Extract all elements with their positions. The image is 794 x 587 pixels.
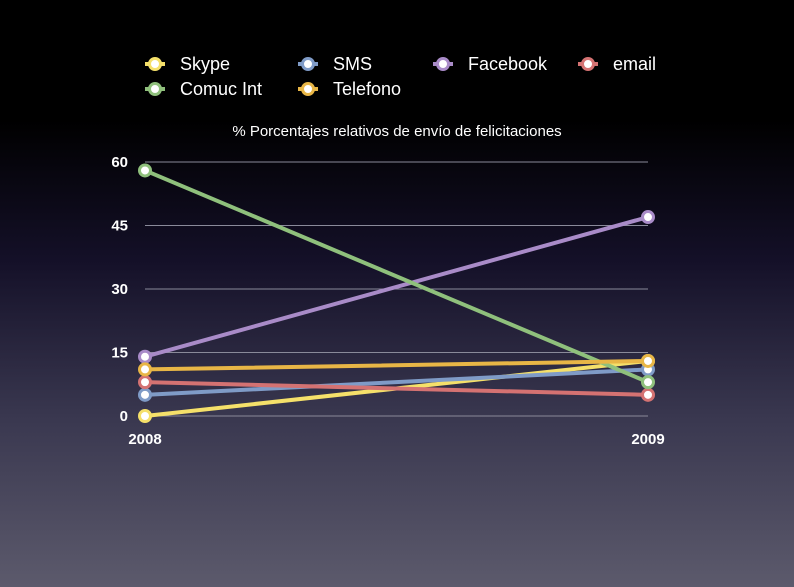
series: [138, 375, 655, 402]
legend-swatch-marker: [301, 82, 315, 96]
legend-swatch-marker: [148, 57, 162, 71]
series-group: [138, 163, 655, 423]
data-point: [641, 210, 655, 225]
legend-swatch-marker: [301, 57, 315, 71]
legend: Skype SMS Facebook email Comuc Int Telefono: [145, 54, 656, 99]
y-axis: 0 15 30 45 60: [111, 154, 128, 425]
legend-swatch-marker: [436, 57, 450, 71]
chart-title: % Porcentajes relativos de envío de feli…: [232, 123, 561, 140]
y-tick-label: 60: [111, 154, 128, 171]
data-point: [138, 387, 152, 402]
legend-label: Facebook: [468, 54, 548, 74]
series: [138, 353, 655, 377]
data-point: [138, 375, 152, 390]
series: [138, 210, 655, 364]
legend-label: SMS: [333, 54, 372, 74]
legend-label: Comuc Int: [180, 79, 262, 99]
data-point: [138, 163, 152, 178]
x-tick-label: 2008: [128, 431, 161, 448]
series-line: [143, 168, 650, 385]
data-point: [138, 362, 152, 377]
legend-label: Telefono: [333, 79, 401, 99]
series-line: [143, 367, 650, 397]
y-tick-label: 0: [120, 408, 128, 425]
x-axis: 2008 2009: [128, 431, 664, 448]
legend-item: Comuc Int: [145, 79, 262, 99]
data-point: [138, 349, 152, 364]
data-point: [138, 409, 152, 423]
legend-item: SMS: [298, 54, 372, 74]
y-tick-label: 30: [111, 281, 128, 298]
x-tick-label: 2009: [631, 431, 664, 448]
legend-swatch-marker: [581, 57, 595, 71]
data-point: [641, 375, 655, 390]
y-tick-label: 45: [111, 218, 128, 235]
series-line: [143, 380, 650, 397]
grid: [145, 161, 648, 417]
legend-label: Skype: [180, 54, 230, 74]
legend-label: email: [613, 54, 656, 74]
legend-item: Skype: [145, 54, 230, 74]
y-tick-label: 15: [111, 345, 128, 362]
data-point: [641, 353, 655, 368]
legend-swatch-marker: [148, 82, 162, 96]
series-line: [143, 358, 650, 372]
series: [138, 163, 655, 390]
series-line: [143, 215, 650, 359]
legend-item: Telefono: [298, 79, 401, 99]
legend-item: Facebook: [433, 54, 548, 74]
data-point: [641, 387, 655, 402]
legend-item: email: [578, 54, 656, 74]
